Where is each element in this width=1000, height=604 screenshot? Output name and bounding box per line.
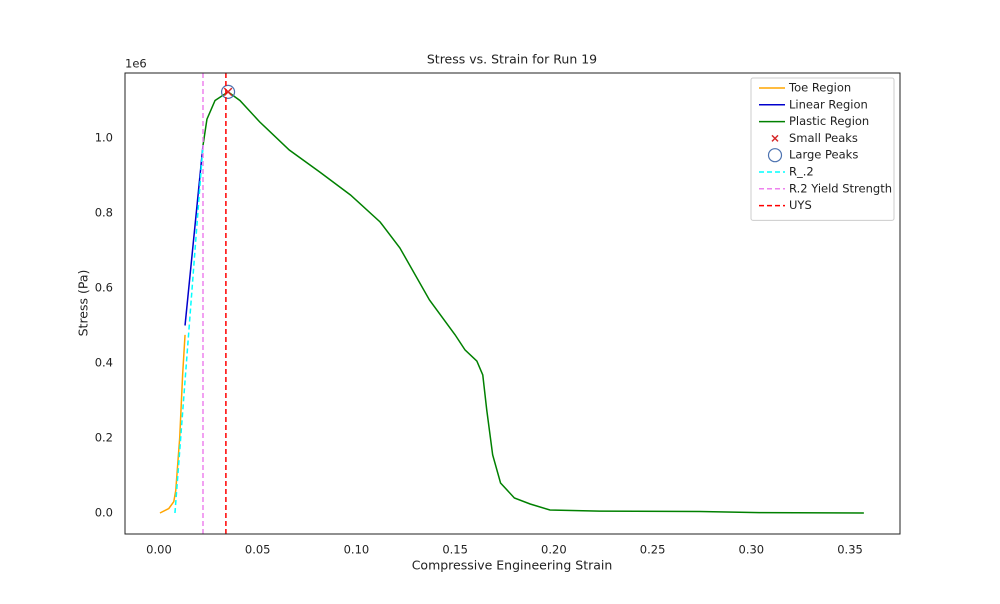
y-tick-label: 0.2 (95, 430, 113, 444)
axes-frame (124, 72, 901, 535)
legend-label: UYS (789, 198, 812, 212)
y-offset-label: 1e6 (125, 57, 147, 71)
y-tick-label: 0.4 (95, 355, 113, 369)
chart-title: Stress vs. Strain for Run 19 (427, 52, 597, 67)
legend-label: R_.2 (789, 165, 814, 179)
y-tick-label: 0.0 (95, 505, 113, 519)
x-tick-label: 0.00 (146, 543, 172, 557)
large-peak-marker (767, 148, 783, 163)
x-tick-label: 0.25 (640, 543, 666, 557)
y-tick-label: 0.6 (95, 280, 113, 294)
legend-label: Toe Region (788, 81, 851, 95)
legend-label: Large Peaks (789, 148, 858, 162)
x-tick-label: 0.05 (245, 543, 271, 557)
x-tick-label: 0.30 (739, 543, 765, 557)
y-tick-label: 1.0 (95, 130, 113, 144)
y-tick-label: 0.8 (95, 205, 113, 219)
series-line (159, 334, 186, 514)
x-tick-label: 0.20 (541, 543, 567, 557)
small-peak-marker (771, 134, 779, 142)
legend-label: Plastic Region (789, 114, 869, 128)
x-tick-label: 0.35 (837, 543, 863, 557)
legend-label: R.2 Yield Strength (789, 181, 892, 195)
y-axis-label: Stress (Pa) (76, 270, 91, 337)
legend: Toe Region Linear Region Plastic Region Sma… (750, 77, 895, 221)
large-peak-marker (220, 84, 236, 99)
plot-area (159, 73, 864, 534)
x-tick-label: 0.10 (344, 543, 370, 557)
series-line (202, 90, 864, 514)
legend-label: Linear Region (789, 97, 868, 111)
series-line (174, 145, 204, 514)
legend-frame (750, 77, 895, 221)
x-tick-label: 0.15 (442, 543, 468, 557)
x-axis-label: Compressive Engineering Strain (412, 558, 613, 573)
legend-label: Small Peaks (789, 131, 858, 145)
